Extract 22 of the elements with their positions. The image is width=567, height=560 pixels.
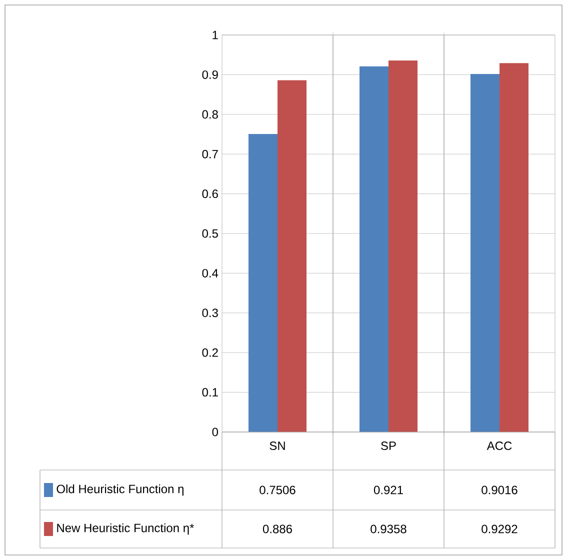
x-tick-label: ACC: [486, 442, 512, 450]
data-label: 0.9358: [370, 524, 406, 534]
y-tick-label: 0.5: [202, 229, 218, 238]
y-tick-label: 0.2: [202, 348, 218, 357]
data-label: 0.921: [374, 486, 403, 494]
legend-label: Old Heuristic Function η: [56, 484, 184, 496]
data-label: 0.9292: [482, 524, 518, 534]
legend-label: New Heuristic Function η*: [57, 523, 194, 535]
y-tick-label: 0.3: [202, 308, 218, 318]
data-label: 0.9016: [482, 486, 518, 494]
x-tick-label: SP: [381, 442, 396, 450]
y-tick-label: 0.9: [202, 70, 218, 79]
y-tick-label: 0.4: [202, 268, 218, 278]
data-label: 0.7506: [260, 486, 296, 494]
data-label: 0.886: [262, 524, 292, 534]
y-tick-label: 0.7: [202, 150, 218, 158]
y-tick-label: 0.6: [202, 190, 218, 198]
x-tick-label: SN: [270, 442, 285, 450]
y-tick-label: 0: [212, 428, 218, 436]
y-tick-label: 0.1: [202, 388, 218, 397]
y-tick-label: 0.8: [202, 110, 218, 119]
y-tick-label: 1: [212, 30, 218, 40]
